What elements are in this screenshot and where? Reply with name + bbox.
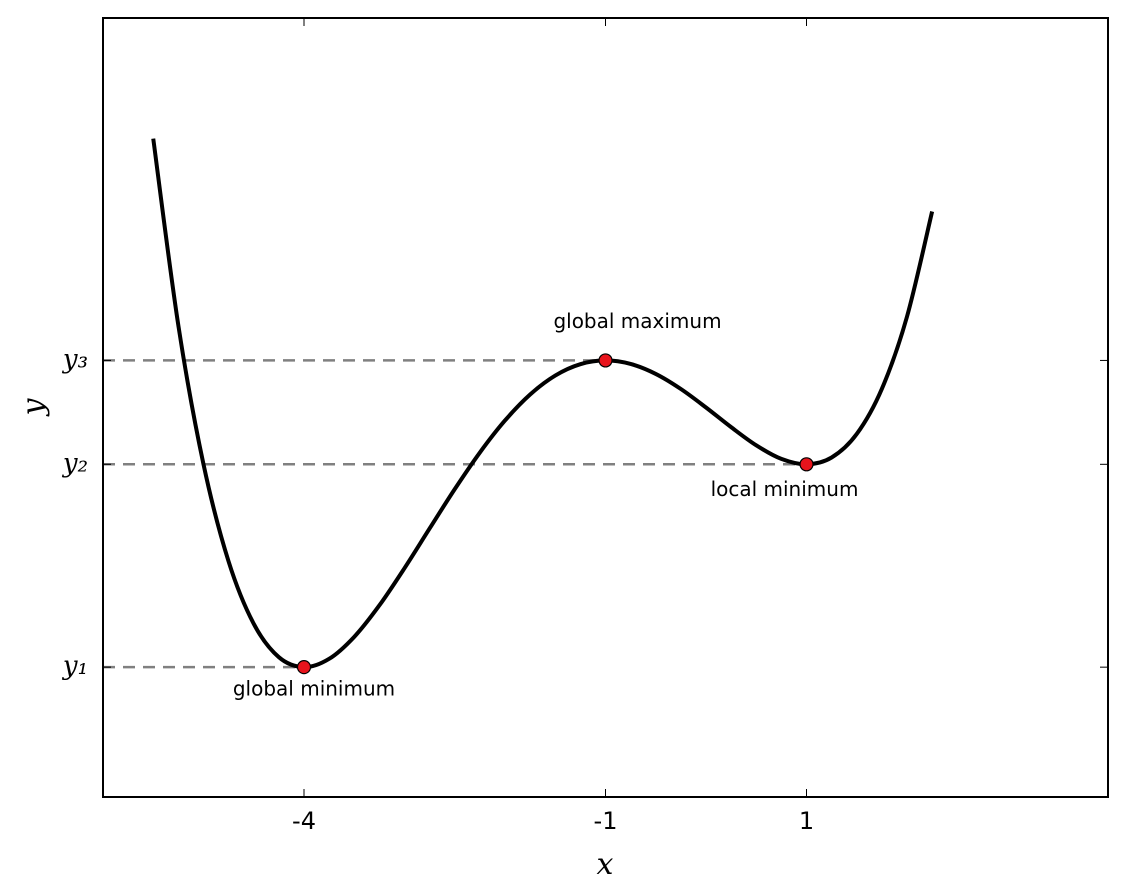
y-tick-label: y₃ — [62, 344, 88, 374]
point — [598, 353, 613, 368]
annotation: global maximum — [553, 309, 721, 333]
x-tick-label: -4 — [292, 807, 316, 835]
point — [296, 660, 312, 675]
point — [799, 457, 814, 472]
annotation: global minimum — [233, 677, 395, 701]
plot-frame — [102, 17, 1109, 798]
y-axis-label: y — [16, 397, 51, 417]
y-tick-label: y₂ — [62, 448, 88, 478]
x-tick-label: 1 — [799, 807, 814, 835]
x-axis-label: x — [597, 847, 614, 882]
y-tick-label: y₁ — [62, 651, 88, 681]
x-tick-label: -1 — [594, 807, 618, 835]
annotation: local minimum — [711, 477, 859, 501]
